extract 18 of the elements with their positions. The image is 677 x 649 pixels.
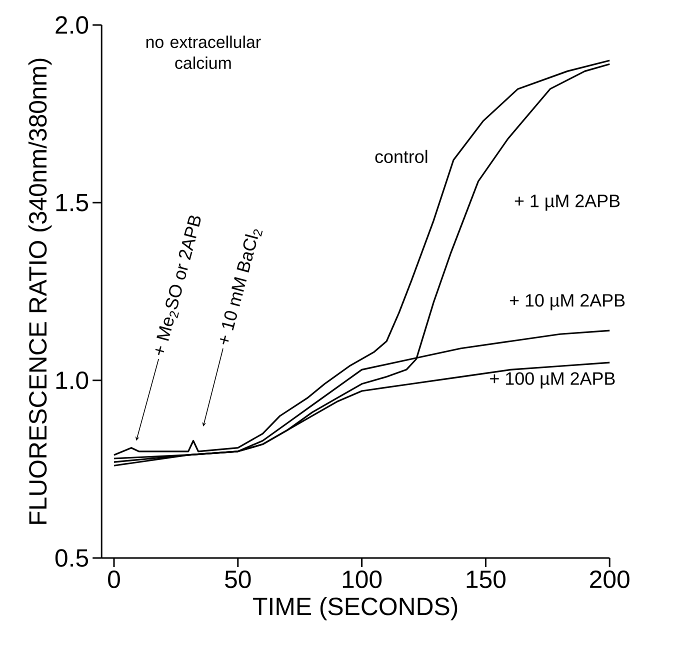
x-tick-label: 100 xyxy=(342,570,382,588)
annotation: no extracellular calcium xyxy=(146,36,261,69)
y-tick-label: 2.0 xyxy=(56,16,88,34)
x-tick-label: 0 xyxy=(108,570,120,588)
y-tick-label: 1.5 xyxy=(56,194,88,212)
annotation: + 10 mM BaCl$_{2}$ xyxy=(220,229,263,344)
series-label: + 100 µM 2APB xyxy=(490,372,615,388)
text: + 1 µM 2APB xyxy=(514,194,620,211)
x-axis-title: TIME (SECONDS) xyxy=(253,596,458,620)
series-label: + 10 µM 2APB xyxy=(510,294,625,310)
y-tick-label: 1.0 xyxy=(56,372,88,390)
x-tick-label: 200 xyxy=(590,570,630,588)
y-axis-title: FLUORESCENCE RATIO (340nm/380nm) xyxy=(28,58,52,524)
annotation: + Me$_{2}$SO or 2APB xyxy=(155,216,201,355)
x-tick-label: 50 xyxy=(225,570,251,588)
series-label: control xyxy=(375,150,428,164)
x-tick-label: 150 xyxy=(466,570,506,588)
y-tick-label: 0.5 xyxy=(55,549,88,567)
